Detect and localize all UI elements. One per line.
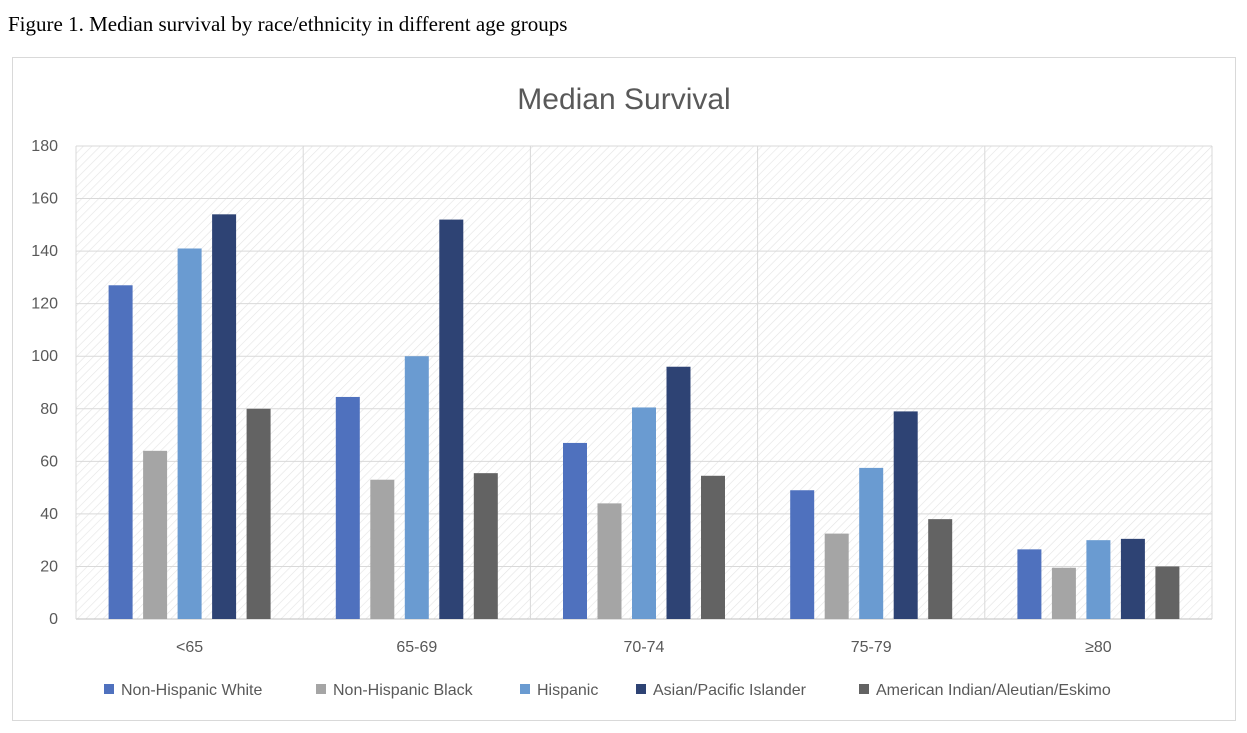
legend-swatch [520,684,530,694]
legend-label: Asian/Pacific Islander [653,682,807,699]
x-tick-label: 65-69 [396,639,437,656]
bar [246,408,271,619]
legend-swatch [104,684,114,694]
bar [1051,567,1076,619]
y-tick-label: 120 [31,296,58,313]
bar [439,219,464,620]
bar [335,396,360,619]
bar [701,475,725,619]
bar [1155,566,1180,619]
legend-swatch [859,684,869,694]
bar [212,214,237,620]
bar [790,490,815,619]
chart-title: Median Survival [517,83,730,116]
y-tick-label: 60 [40,453,58,470]
legend-label: Non-Hispanic Black [333,682,474,699]
y-tick-label: 0 [49,611,58,628]
y-tick-label: 80 [40,401,58,418]
y-tick-label: 100 [31,348,58,365]
bar [666,366,691,619]
legend-swatch [636,684,646,694]
x-tick-label: 75-79 [851,639,892,656]
x-tick-label: 70-74 [624,639,665,656]
x-tick-label: ≥80 [1085,639,1112,656]
y-tick-label: 140 [31,243,58,260]
x-tick-label: <65 [176,639,203,656]
bar [1017,549,1042,619]
legend-label: Hispanic [537,682,598,699]
bar [370,479,395,619]
bar [177,248,202,619]
bar [404,356,429,619]
bar [632,407,656,619]
bar [1086,540,1111,619]
legend-label: American Indian/Aleutian/Eskimo [876,682,1111,699]
figure-caption: Figure 1. Median survival by race/ethnic… [8,12,568,36]
bar [473,473,498,619]
y-tick-label: 20 [40,558,58,575]
bar [108,285,133,619]
bar [143,450,168,619]
legend-swatch [316,684,326,694]
y-tick-label: 180 [31,138,58,155]
y-tick-label: 40 [40,506,58,523]
bar [597,503,622,619]
bar [824,533,849,619]
y-tick-label: 160 [31,191,58,208]
bar [928,519,953,619]
bar [1120,538,1145,619]
bar [893,411,918,619]
legend-label: Non-Hispanic White [121,682,262,699]
bar [563,442,587,619]
bar [859,467,884,619]
